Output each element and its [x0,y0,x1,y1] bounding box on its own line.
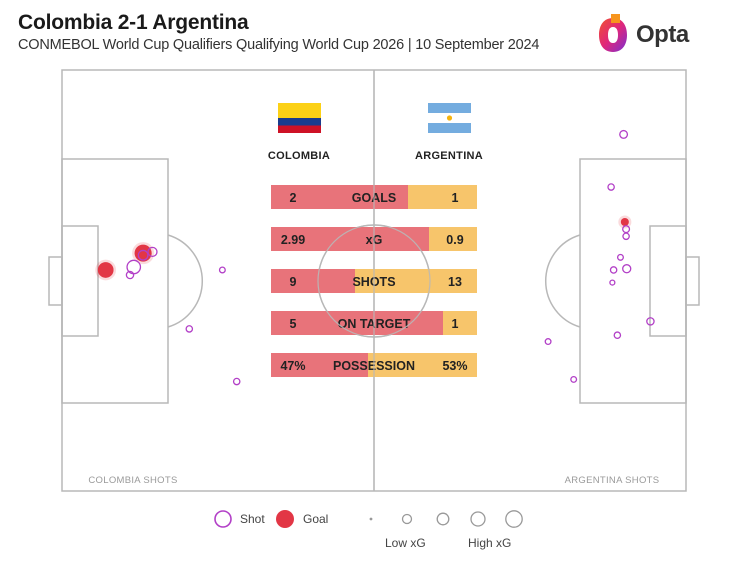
legend-xg-size-5-icon [505,510,523,528]
shot-marker [570,375,578,383]
stat-away-value: 13 [448,275,462,289]
stat-home-value: 47% [280,359,305,373]
right-penalty-box [579,158,687,404]
legend-shot-icon [214,510,232,528]
stat-bar-home [271,269,355,293]
stat-bar-home [271,311,443,335]
stat-away-value: 1 [452,191,459,205]
stat-bar-away [368,353,477,377]
shot-marker [619,129,629,139]
shot-marker [607,183,615,191]
right-goal [685,256,700,306]
legend-xg-size-1-icon [369,517,373,521]
stat-bar-home [271,227,429,251]
stat-row: 2.99 xG 0.9 [271,227,477,251]
shot-marker [218,266,226,274]
shot-marker [609,279,616,286]
stat-away-value: 1 [452,317,459,331]
shot-marker [622,264,632,274]
legend: Shot Goal Low xG High xG [0,506,747,566]
left-six-yard-box [61,225,99,337]
legend-shot-label: Shot [240,512,265,526]
legend-goal-label: Goal [303,512,329,526]
shot-marker [609,266,618,274]
stat-row: 47% POSSESSION 53% [271,353,477,377]
shot-marker [232,377,241,386]
stat-home-value: 2.99 [281,233,305,247]
stat-bar-home [271,185,408,209]
away-team-name: ARGENTINA [415,150,483,162]
left-penalty-box [61,158,169,404]
shot-marker [622,232,630,241]
goal-marker [97,262,114,278]
away-shots-label: ARGENTINA SHOTS [565,475,660,486]
chart-subtitle: CONMEBOL World Cup Qualifiers Qualifying… [18,37,540,53]
stat-home-value: 9 [290,275,297,289]
shot-marker [185,325,194,333]
brand-name: Opta [636,21,689,48]
home-shots-label: COLOMBIA SHOTS [88,475,177,486]
shot-markers [95,129,655,386]
shot-marker [125,270,135,280]
stat-away-value: 0.9 [446,233,463,247]
stat-row: 2 GOALS 1 [271,185,477,209]
shot-marker [616,253,624,261]
stat-bar-away [443,311,477,335]
goal-marker [620,217,629,226]
brand-logo: Opta [596,14,689,56]
right-penalty-arc [544,234,581,328]
legend-markers [214,510,523,528]
goal-marker [134,244,152,262]
right-six-yard-box [649,225,687,337]
stat-bar-away [408,185,477,209]
shot-marker [544,338,552,346]
colombia-flag-icon [278,103,321,133]
opta-logo-icon [599,14,627,52]
stat-bar-away [355,269,477,293]
stat-home-value: 2 [290,191,297,205]
stat-home-value: 5 [290,317,297,331]
legend-xg-size-4-icon [470,511,486,527]
stat-bar-away [429,227,477,251]
legend-xg-size-2-icon [401,513,413,525]
stat-away-value: 53% [442,359,467,373]
shot-marker [613,331,622,340]
legend-goal-icon [276,510,294,528]
stat-bars: 2 GOALS 12.99 xG 0.99 SHOTS 135 ON TARGET 147% PO… [271,70,477,491]
legend-xg-size-3-icon [436,512,450,526]
home-team-name: COLOMBIA [268,150,330,162]
pitch-lines-overlay [317,70,431,491]
legend-low-xg-label: Low xG [385,536,426,550]
left-goal [48,256,63,306]
chart-title: Colombia 2-1 Argentina [18,11,249,34]
argentina-flag-icon [428,103,471,133]
shot-marker [646,317,655,326]
left-penalty-arc [167,234,204,328]
shot-marker [137,249,149,261]
stat-bar-home [271,353,368,377]
legend-high-xg-label: High xG [468,536,512,550]
shot-marker [147,246,158,258]
stat-row: 9 SHOTS 13 [271,269,477,293]
